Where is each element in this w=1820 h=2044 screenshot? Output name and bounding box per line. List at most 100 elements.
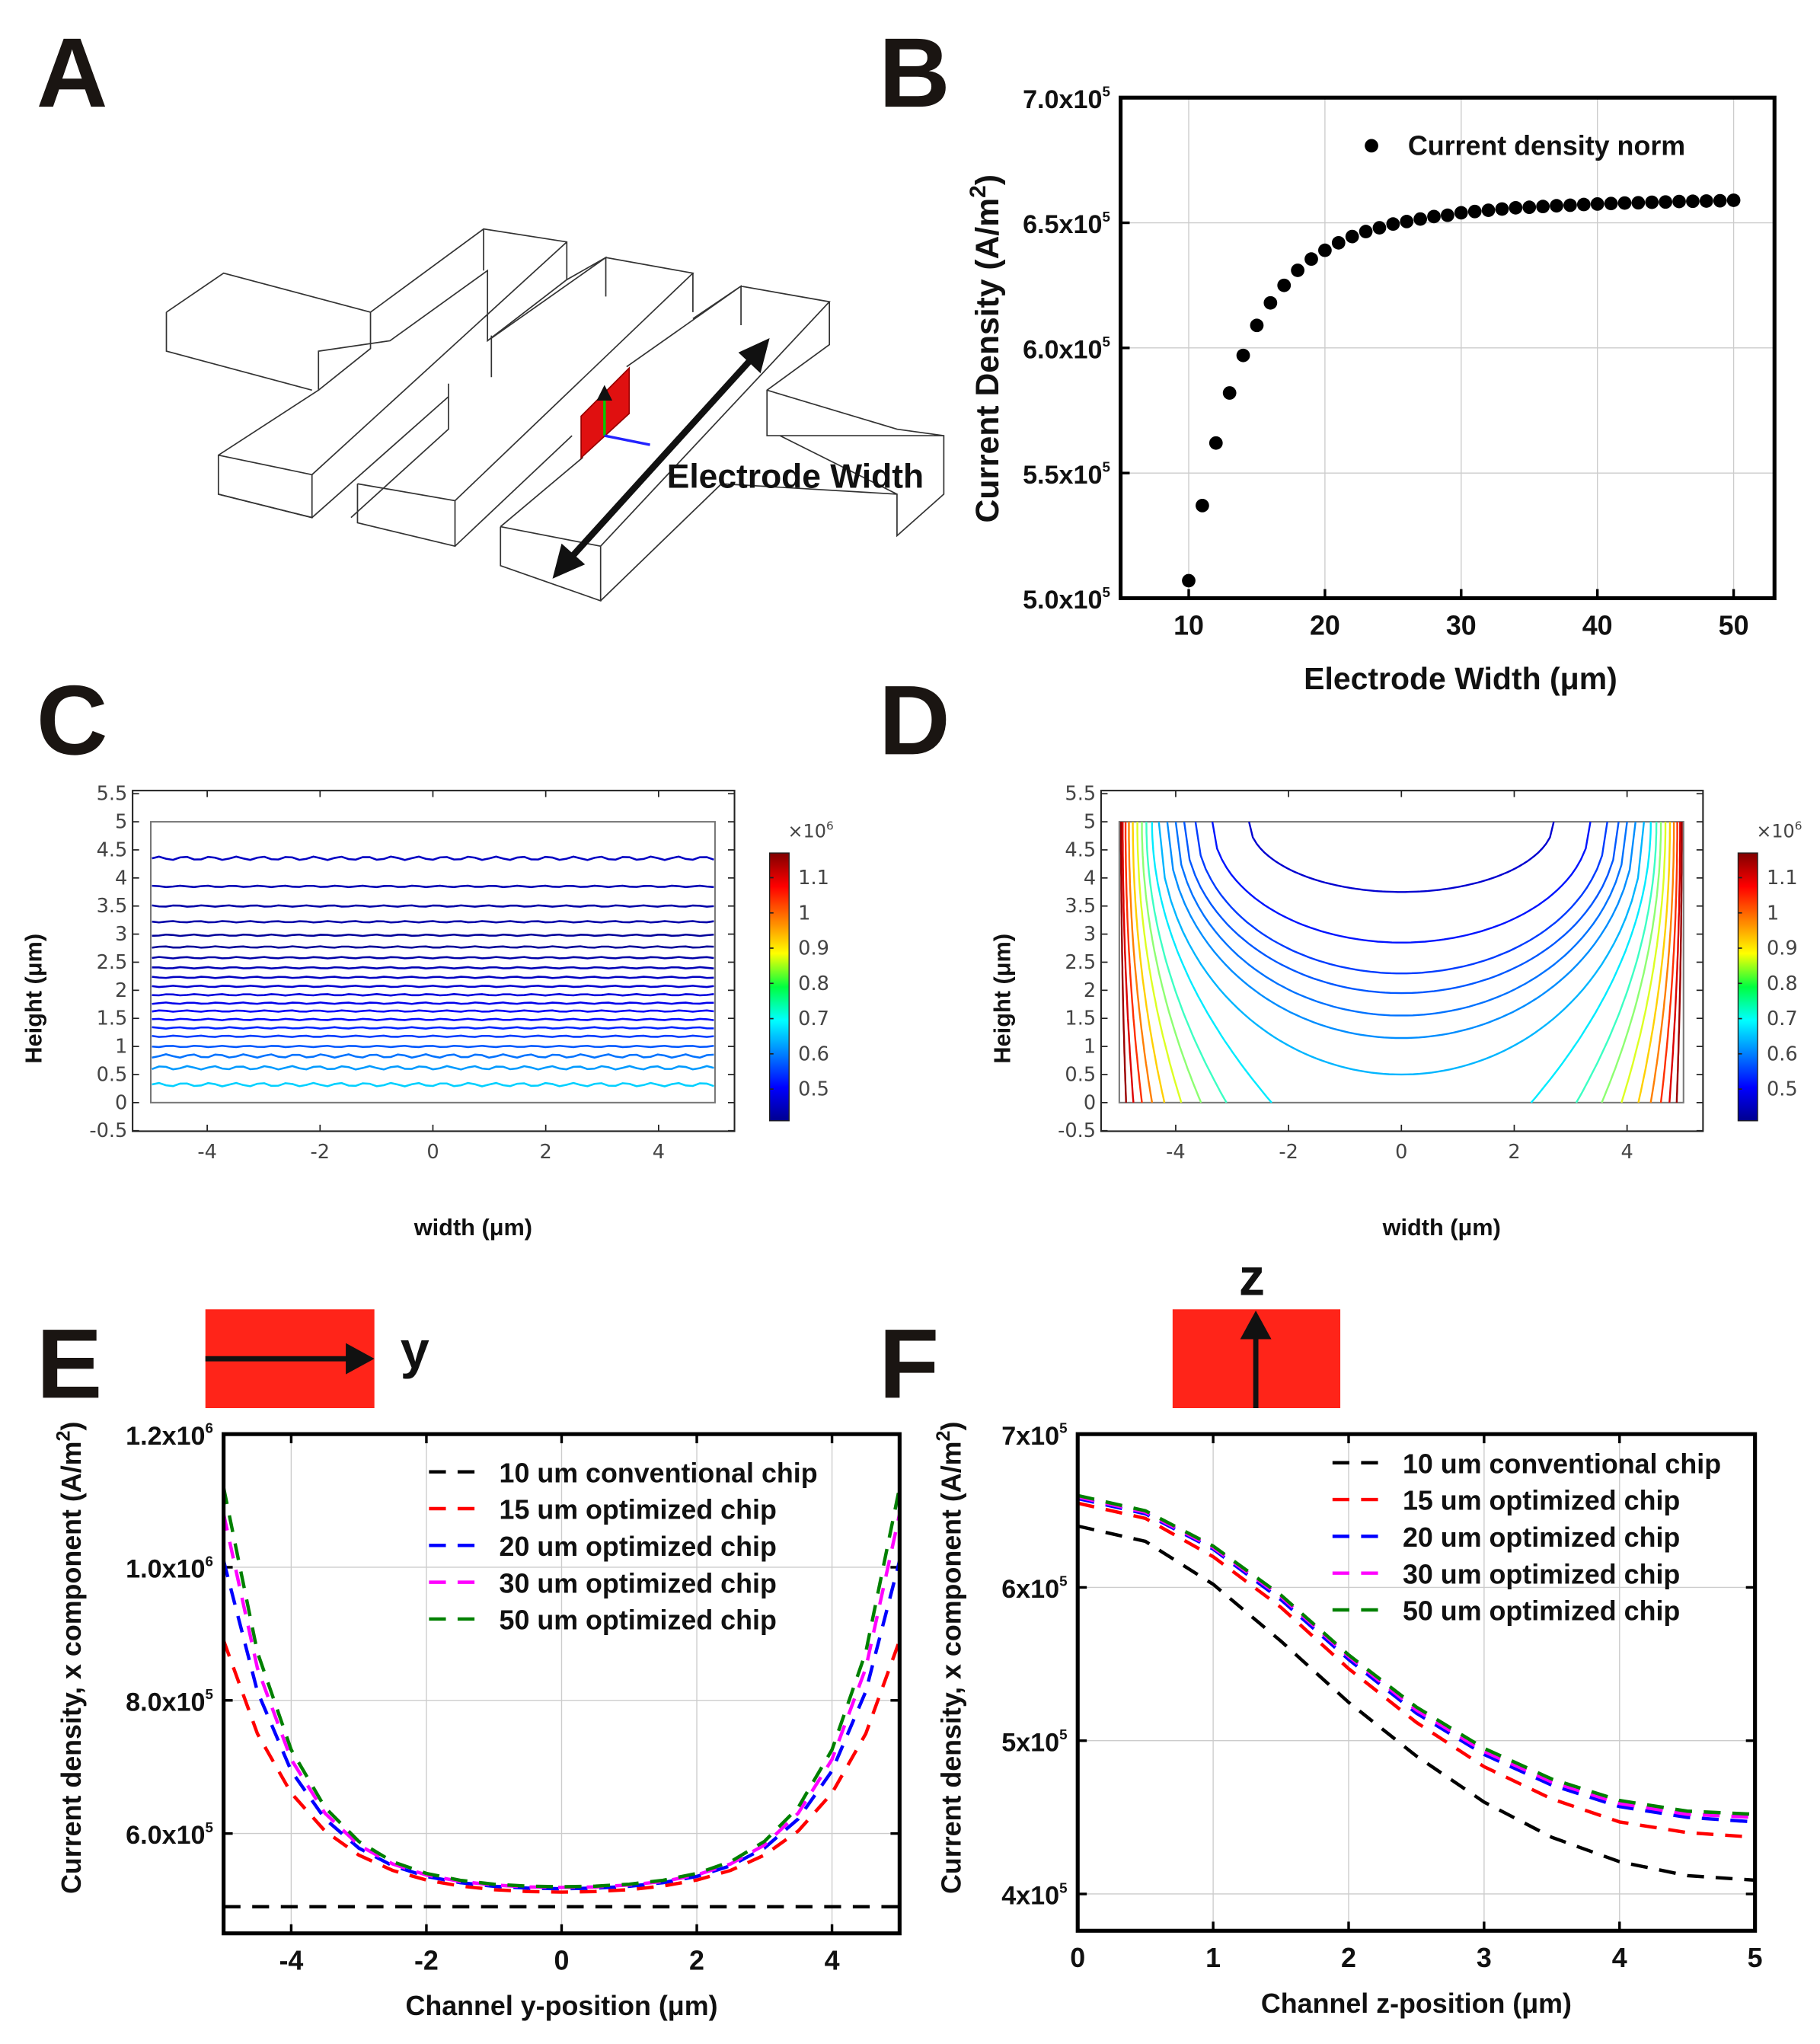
legend-label: 30 um optimized chip	[1403, 1559, 1680, 1589]
data-point	[1590, 197, 1604, 211]
x-axis-label: Electrode Width (μm)	[1304, 661, 1617, 696]
plot-frame	[1118, 95, 1777, 601]
x-tick-label: 5	[1748, 1943, 1763, 1973]
y-tick-label: 2	[115, 979, 127, 1002]
data-point	[1617, 196, 1632, 210]
colorbar-tick-label: 0.8	[1767, 972, 1798, 995]
data-point	[1236, 348, 1250, 362]
colorbar-multiplier-exp: 6	[826, 819, 834, 832]
y-tick-label: 5x105	[1001, 1726, 1067, 1757]
contour-line	[152, 1034, 714, 1038]
contour-line	[152, 1065, 714, 1071]
y-tick-label-base: 6.5x10	[1023, 210, 1102, 239]
data-point	[1441, 208, 1454, 222]
x-axis-label: Channel z-position (μm)	[1261, 1988, 1572, 2019]
data-point	[1182, 573, 1196, 588]
y-tick-label-exp: 5	[1102, 584, 1110, 600]
contour-line	[152, 1081, 714, 1087]
data-point	[1386, 217, 1400, 232]
y-tick-label: 3.5	[1065, 895, 1096, 918]
y-tick-label-base: 5x10	[1001, 1728, 1059, 1757]
contour-line	[1601, 822, 1662, 1103]
x-tick-label: 0	[554, 1946, 570, 1976]
data-point	[1604, 196, 1618, 211]
colorbar-tick-label: 1.1	[1767, 867, 1798, 889]
contour-line	[1659, 822, 1678, 1103]
y-tick-label: 2.5	[1065, 951, 1096, 974]
contour-line	[1119, 822, 1127, 1103]
y-axis-label-text: Current Density (A/m	[969, 198, 1006, 523]
contour-line	[1166, 821, 1636, 1040]
y-tick-label: 2	[1084, 979, 1096, 1002]
y-tick-label: 5	[115, 811, 127, 834]
electrode-width-annotation: Electrode Width	[667, 458, 924, 495]
data-point	[1631, 196, 1646, 210]
colorbar	[768, 852, 790, 1122]
contour-line	[152, 904, 714, 908]
y-tick-label-exp: 5	[1059, 1573, 1067, 1589]
y-tick-label: 1.5	[1065, 1008, 1096, 1030]
contour-line	[152, 1053, 714, 1059]
data-point	[1372, 221, 1387, 235]
y-tick-label: 6.5x105	[1023, 209, 1110, 239]
y-tick-label-base: 5.0x10	[1023, 586, 1102, 615]
y-tick-label-exp: 5	[1059, 1726, 1067, 1742]
colorbar-tick-label: 0.6	[1767, 1043, 1798, 1065]
y-axis-label-close: )	[969, 174, 1006, 185]
legend-label: 10 um conventional chip	[1403, 1448, 1721, 1479]
x-tick-label: 50	[1719, 610, 1749, 640]
data-point	[1563, 198, 1577, 212]
y-tick-label-exp: 5	[206, 1819, 213, 1835]
y-tick-label-exp: 6	[206, 1553, 213, 1569]
contour-line	[1141, 822, 1202, 1103]
data-point	[1263, 295, 1278, 310]
contour-line	[152, 956, 714, 960]
data-point	[1536, 200, 1550, 214]
contour-line	[1675, 822, 1683, 1103]
contour-line	[152, 855, 714, 861]
colorbar-tick-label: 0.9	[1767, 937, 1798, 960]
data-point	[1645, 195, 1659, 209]
data-point	[1713, 193, 1727, 208]
y-tick-label: 3	[115, 923, 127, 946]
legend-label: 30 um optimized chip	[500, 1568, 777, 1598]
contour-line	[1668, 822, 1681, 1103]
y-tick-label: 7x105	[1001, 1420, 1067, 1450]
x-tick-label: 0	[426, 1141, 439, 1164]
data-point	[1331, 235, 1346, 250]
contour-line	[1637, 822, 1672, 1103]
series-line-s15	[222, 1640, 902, 1894]
y-tick-label-exp: 5	[1059, 1420, 1067, 1436]
colorbar-tick-label: 0.6	[798, 1043, 829, 1065]
data-point	[1413, 212, 1428, 226]
panel-label-b: B	[879, 18, 950, 128]
contour-line	[1157, 821, 1646, 1076]
data-point	[1659, 195, 1673, 209]
y-axis-label: Current Density (A/m2)	[966, 174, 1006, 522]
chart-c-contour-conventional: 5.5 5 4.5 4 3.5 3 2.5 2 1.5 1 0.5 0 -0.5 -4 -2 0 2 4 1.1 1 0…	[21, 783, 834, 1241]
y-tick-label: 3.5	[97, 895, 128, 918]
y-tick-label: -0.5	[89, 1119, 127, 1142]
contour-line	[1128, 822, 1154, 1103]
z-axis-symbol: z	[1239, 1249, 1265, 1307]
panel-label-f: F	[879, 1309, 939, 1419]
contour-line	[1124, 822, 1143, 1103]
y-tick-label: 1	[115, 1036, 127, 1059]
legend-label: 15 um optimized chip	[500, 1495, 777, 1525]
contour-line	[152, 1017, 714, 1021]
data-point	[1699, 194, 1713, 208]
y-tick-label: 4x105	[1001, 1880, 1067, 1910]
contour-line	[1151, 822, 1272, 1103]
data-point	[1672, 194, 1686, 209]
contour-line	[152, 933, 714, 937]
y-tick-label-exp: 5	[1059, 1880, 1067, 1895]
y-tick-label-base: 1.2x10	[126, 1422, 205, 1451]
y-tick-label: 3	[1084, 923, 1096, 946]
x-tick-label: 20	[1310, 610, 1340, 640]
y-tick-label: 5.0x105	[1023, 584, 1110, 615]
colorbar-tick-label: 0.5	[798, 1078, 829, 1101]
x-tick-label: 0	[1395, 1141, 1407, 1164]
y-axis-label-text: Current density, x component (A/m	[937, 1441, 967, 1894]
y-tick-label: 0.5	[1065, 1064, 1096, 1087]
